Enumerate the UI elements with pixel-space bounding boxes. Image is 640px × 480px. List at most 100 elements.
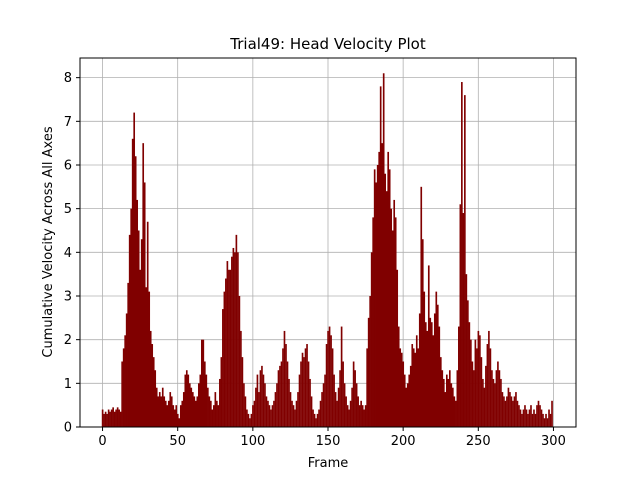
velocity-bar [465,274,468,427]
velocity-bar [196,396,199,427]
velocity-bar [112,407,114,427]
velocity-bar [146,221,149,427]
velocity-bar [510,396,513,427]
velocity-bar [345,396,347,427]
velocity-bar [262,374,265,427]
velocity-bar [283,330,286,427]
velocity-bar [240,330,242,427]
velocity-bar [279,365,281,427]
velocity-bar [355,383,358,427]
velocity-bar [382,73,385,427]
velocity-bar [256,374,259,427]
velocity-bar [331,348,334,427]
velocity-bar [337,387,340,427]
velocity-bar [436,304,439,427]
velocity-bar [379,86,382,427]
velocity-bar [319,400,322,427]
velocity-bar [515,392,517,427]
velocity-bar [455,400,457,427]
velocity-bar [491,370,493,427]
velocity-bar [288,378,290,427]
velocity-bar [261,365,263,427]
velocity-bar [289,392,292,427]
velocity-bar [255,387,257,427]
velocity-bar [495,370,498,427]
velocity-bar [160,396,163,427]
y-tick-label: 7 [64,115,72,130]
velocity-bar [352,361,355,427]
velocity-bar [349,400,352,427]
velocity-bar [237,252,239,427]
velocity-bar [207,387,209,427]
velocity-bar [369,295,371,427]
velocity-bar [244,396,247,427]
velocity-bar [219,378,221,427]
velocity-bar [175,405,178,427]
velocity-bar [194,400,197,427]
velocity-bar [106,413,108,427]
velocity-bar [103,413,105,427]
velocity-bar [483,387,486,427]
velocity-bar [325,344,328,427]
velocity-bar [467,300,469,427]
velocity-bar [501,392,504,427]
velocity-bar [136,199,139,427]
velocity-bar [540,409,543,427]
velocity-bar [528,409,531,427]
velocity-bar [274,392,277,427]
y-tick-label: 5 [64,202,72,217]
velocity-bar [167,400,170,427]
velocity-bar [220,357,223,427]
velocity-bar [351,387,353,427]
velocity-bar [247,413,250,427]
velocity-bar [387,151,390,427]
velocity-bar [420,186,423,427]
velocity-bar [226,261,229,427]
velocity-bar [122,348,125,427]
velocity-bar [417,348,420,427]
velocity-bar [282,348,284,427]
velocity-bar [140,239,143,427]
velocity-bar [400,352,403,427]
velocity-bar [164,400,167,427]
velocity-bar [166,405,169,427]
velocity-bar [456,370,459,427]
velocity-bar [402,361,405,427]
velocity-bar [202,339,205,427]
velocity-bar [424,322,427,427]
velocity-bar [158,392,161,427]
velocity-bar [152,357,155,427]
velocity-bar [507,387,510,427]
velocity-bar [231,256,233,427]
velocity-bar [253,400,256,427]
velocity-bar [211,409,214,427]
velocity-bar [539,405,541,427]
velocity-bar [486,344,489,427]
velocity-bar [178,418,181,427]
velocity-bar [286,361,289,427]
velocity-bar [333,374,335,427]
velocity-bar [131,138,134,428]
velocity-bar [474,339,477,427]
velocity-bar [246,409,248,427]
velocity-bar [228,269,230,427]
velocity-bar [121,361,123,427]
velocity-bar [304,348,307,427]
velocity-bar [548,409,550,427]
velocity-bar [452,387,454,427]
velocity-bar [124,335,126,427]
velocity-bar [531,413,534,427]
velocity-bar [473,370,475,427]
velocity-bar [193,396,196,427]
velocity-bar [303,357,305,427]
velocity-bar [522,409,525,427]
velocity-bar [427,265,430,427]
velocity-bar [249,418,251,427]
velocity-bar [298,374,301,427]
velocity-bar [485,365,487,427]
velocity-bar [243,383,245,427]
velocity-bar [155,387,158,427]
velocity-bar [118,409,120,427]
velocity-bar [503,396,505,427]
